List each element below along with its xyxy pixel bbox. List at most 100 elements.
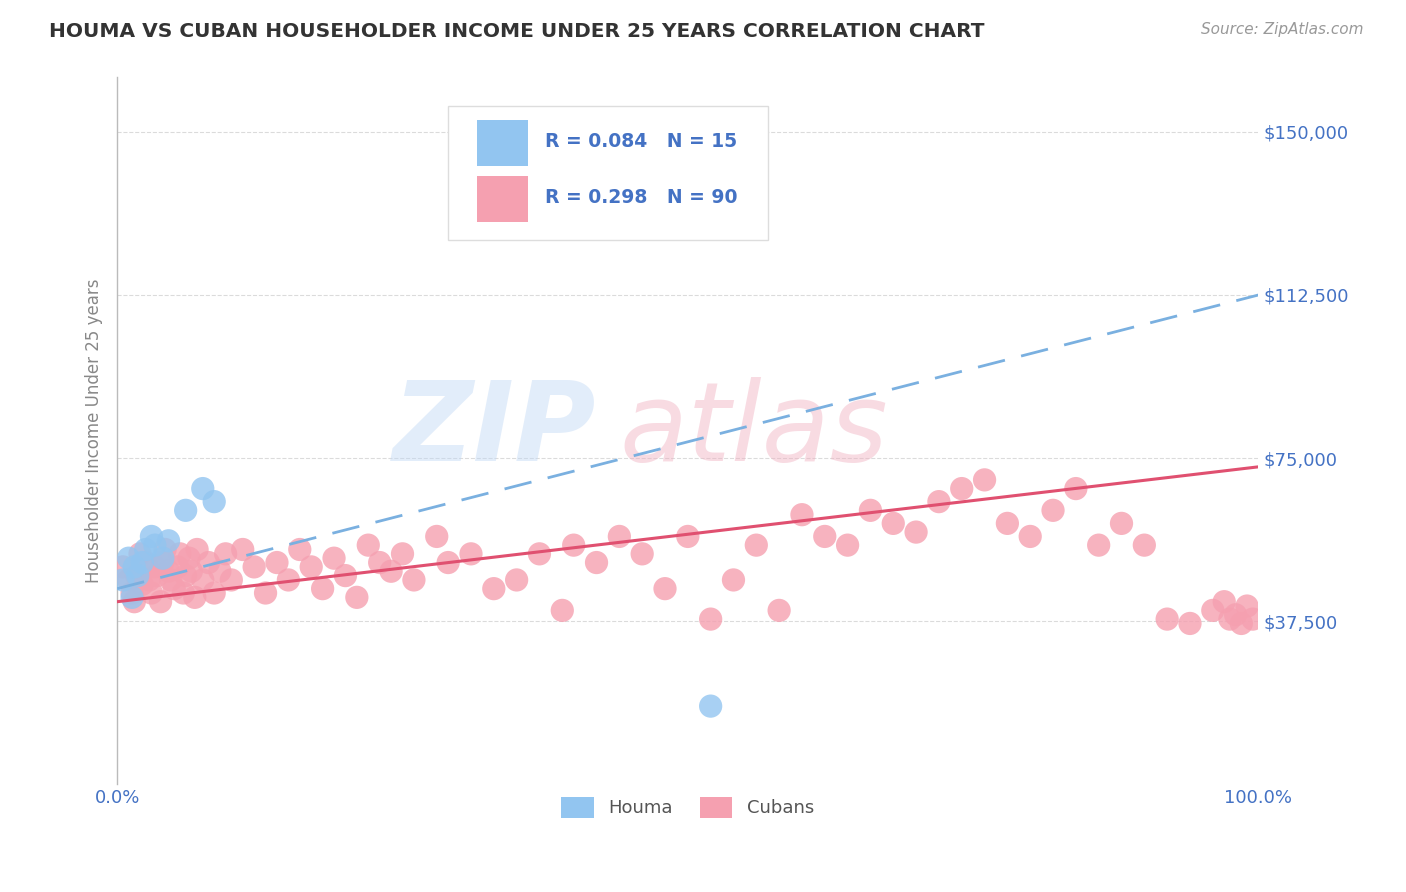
Point: [288, 542, 311, 557]
Point: [402, 573, 425, 587]
Point: [152, 551, 174, 566]
Text: HOUMA VS CUBAN HOUSEHOLDER INCOME UNDER 25 YEARS CORRELATION CHART: HOUMA VS CUBAN HOUSEHOLDER INCOME UNDER …: [49, 22, 984, 41]
Point: [1019, 529, 1042, 543]
Point: [143, 538, 166, 552]
Point: [157, 564, 180, 578]
Point: [1087, 538, 1109, 552]
Point: [837, 538, 859, 552]
Point: [129, 547, 152, 561]
Point: [357, 538, 380, 552]
Point: [174, 568, 197, 582]
FancyBboxPatch shape: [477, 177, 529, 222]
Text: Source: ZipAtlas.com: Source: ZipAtlas.com: [1201, 22, 1364, 37]
Point: [202, 494, 225, 508]
Point: [426, 529, 449, 543]
Point: [1225, 607, 1247, 622]
Point: [609, 529, 631, 543]
Y-axis label: Householder Income Under 25 years: Householder Income Under 25 years: [86, 278, 103, 583]
Point: [111, 573, 134, 587]
Point: [882, 516, 904, 531]
Point: [859, 503, 882, 517]
Point: [141, 586, 163, 600]
Point: [699, 612, 721, 626]
Point: [117, 573, 139, 587]
Point: [121, 591, 143, 605]
Point: [1219, 612, 1241, 626]
Point: [141, 529, 163, 543]
Point: [277, 573, 299, 587]
Point: [124, 560, 146, 574]
Point: [197, 556, 219, 570]
FancyBboxPatch shape: [449, 106, 768, 240]
Point: [125, 568, 148, 582]
Point: [138, 573, 160, 587]
Point: [254, 586, 277, 600]
Point: [323, 551, 346, 566]
Point: [172, 586, 194, 600]
Point: [214, 547, 236, 561]
Point: [208, 564, 231, 578]
Point: [335, 568, 357, 582]
Point: [437, 556, 460, 570]
Point: [995, 516, 1018, 531]
FancyBboxPatch shape: [477, 120, 529, 166]
Text: ZIP: ZIP: [394, 377, 596, 484]
Point: [146, 568, 169, 582]
Point: [1156, 612, 1178, 626]
Point: [551, 603, 574, 617]
Point: [117, 551, 139, 566]
Point: [585, 556, 607, 570]
Point: [153, 542, 176, 557]
Point: [191, 482, 214, 496]
Point: [699, 699, 721, 714]
Point: [905, 525, 928, 540]
Point: [1042, 503, 1064, 517]
Point: [391, 547, 413, 561]
Point: [1133, 538, 1156, 552]
Point: [243, 560, 266, 574]
Point: [368, 556, 391, 570]
Point: [266, 556, 288, 570]
Point: [1064, 482, 1087, 496]
Point: [1111, 516, 1133, 531]
Point: [163, 582, 186, 596]
Point: [127, 568, 149, 582]
Point: [166, 560, 188, 574]
Point: [121, 586, 143, 600]
Point: [149, 595, 172, 609]
Point: [723, 573, 745, 587]
Point: [111, 560, 134, 574]
Point: [1178, 616, 1201, 631]
Point: [191, 573, 214, 587]
Point: [180, 564, 202, 578]
Point: [1230, 616, 1253, 631]
Point: [232, 542, 254, 557]
Point: [159, 573, 181, 587]
Text: atlas: atlas: [620, 377, 889, 484]
Point: [1202, 603, 1225, 617]
Point: [299, 560, 322, 574]
Point: [157, 533, 180, 548]
Point: [676, 529, 699, 543]
Point: [482, 582, 505, 596]
Point: [745, 538, 768, 552]
Point: [186, 542, 208, 557]
Point: [768, 603, 790, 617]
Point: [505, 573, 527, 587]
Point: [1236, 599, 1258, 613]
Point: [562, 538, 585, 552]
Point: [131, 556, 153, 570]
Point: [311, 582, 333, 596]
Point: [221, 573, 243, 587]
Point: [973, 473, 995, 487]
Point: [654, 582, 676, 596]
Point: [460, 547, 482, 561]
Point: [928, 494, 950, 508]
Point: [202, 586, 225, 600]
Legend: Houma, Cubans: Houma, Cubans: [554, 789, 821, 825]
Point: [790, 508, 813, 522]
Point: [177, 551, 200, 566]
Point: [631, 547, 654, 561]
Point: [124, 595, 146, 609]
Point: [174, 503, 197, 517]
